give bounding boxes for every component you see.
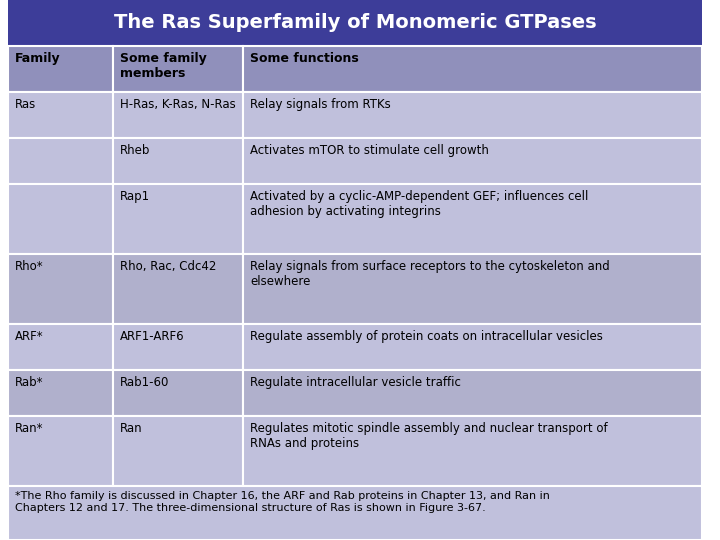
Bar bbox=[113, 92, 243, 138]
Bar bbox=[113, 254, 243, 324]
Text: Rheb: Rheb bbox=[120, 144, 150, 157]
Bar bbox=[8, 0, 702, 46]
Text: Rap1: Rap1 bbox=[120, 190, 150, 203]
Bar bbox=[113, 46, 243, 92]
Text: The Ras Superfamily of Monomeric GTPases: The Ras Superfamily of Monomeric GTPases bbox=[114, 14, 596, 32]
Bar bbox=[113, 324, 243, 370]
Bar bbox=[243, 254, 702, 324]
Text: Ran: Ran bbox=[120, 422, 143, 435]
Text: Ran*: Ran* bbox=[15, 422, 43, 435]
Text: Activates mTOR to stimulate cell growth: Activates mTOR to stimulate cell growth bbox=[250, 144, 489, 157]
Bar bbox=[8, 486, 702, 540]
Text: Rho, Rac, Cdc42: Rho, Rac, Cdc42 bbox=[120, 260, 217, 273]
Text: Family: Family bbox=[15, 52, 60, 65]
Bar bbox=[8, 184, 113, 254]
Bar bbox=[8, 138, 113, 184]
Bar bbox=[113, 138, 243, 184]
Text: Rho*: Rho* bbox=[15, 260, 44, 273]
Bar bbox=[8, 46, 113, 92]
Text: Relay signals from RTKs: Relay signals from RTKs bbox=[250, 98, 391, 111]
Bar bbox=[243, 184, 702, 254]
Text: Some family
members: Some family members bbox=[120, 52, 207, 80]
Text: ARF1-ARF6: ARF1-ARF6 bbox=[120, 330, 184, 343]
Bar bbox=[113, 370, 243, 416]
Bar bbox=[243, 138, 702, 184]
Bar bbox=[8, 254, 113, 324]
Bar bbox=[243, 92, 702, 138]
Bar bbox=[8, 92, 113, 138]
Text: Activated by a cyclic-AMP-dependent GEF; influences cell
adhesion by activating : Activated by a cyclic-AMP-dependent GEF;… bbox=[250, 190, 588, 218]
Bar bbox=[8, 370, 113, 416]
Bar bbox=[243, 416, 702, 486]
Text: Some functions: Some functions bbox=[250, 52, 359, 65]
Bar bbox=[113, 416, 243, 486]
Text: Regulates mitotic spindle assembly and nuclear transport of
RNAs and proteins: Regulates mitotic spindle assembly and n… bbox=[250, 422, 608, 450]
Bar bbox=[243, 324, 702, 370]
Text: Relay signals from surface receptors to the cytoskeleton and
elsewhere: Relay signals from surface receptors to … bbox=[250, 260, 610, 288]
Text: Ras: Ras bbox=[15, 98, 36, 111]
Bar bbox=[113, 184, 243, 254]
Text: Rab1-60: Rab1-60 bbox=[120, 376, 169, 389]
Bar bbox=[8, 324, 113, 370]
Bar bbox=[243, 46, 702, 92]
Text: ARF*: ARF* bbox=[15, 330, 44, 343]
Text: *The Rho family is discussed in Chapter 16, the ARF and Rab proteins in Chapter : *The Rho family is discussed in Chapter … bbox=[15, 491, 550, 512]
Text: Regulate assembly of protein coats on intracellular vesicles: Regulate assembly of protein coats on in… bbox=[250, 330, 603, 343]
Bar bbox=[8, 416, 113, 486]
Bar bbox=[243, 370, 702, 416]
Text: Regulate intracellular vesicle traffic: Regulate intracellular vesicle traffic bbox=[250, 376, 461, 389]
Text: H-Ras, K-Ras, N-Ras: H-Ras, K-Ras, N-Ras bbox=[120, 98, 235, 111]
Text: Rab*: Rab* bbox=[15, 376, 43, 389]
